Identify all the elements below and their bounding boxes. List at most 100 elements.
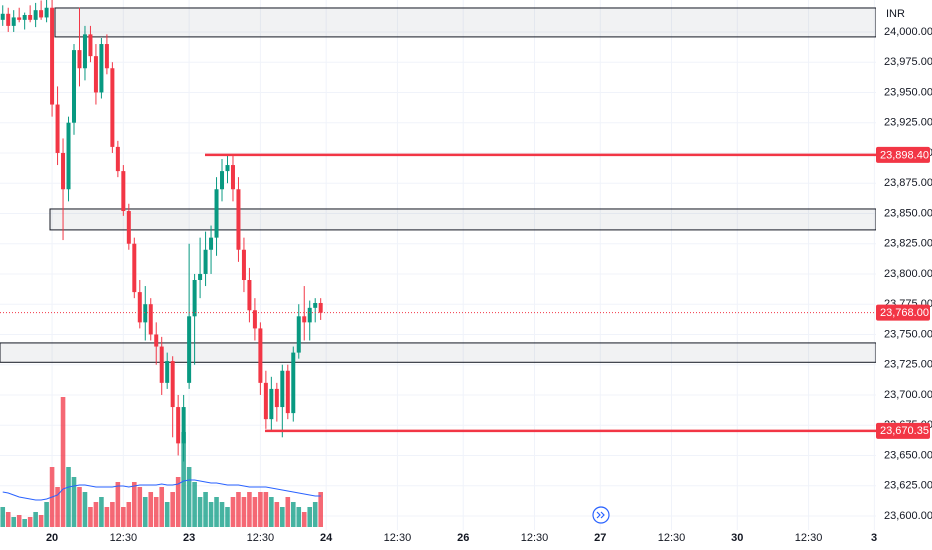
price-badge [876, 304, 930, 321]
button-icon[interactable] [596, 511, 605, 519]
y-tick-label: 23,700.00 [884, 389, 932, 401]
volume-bar [16, 515, 22, 527]
grid [0, 0, 876, 530]
y-tick-label: 23,825.00 [884, 238, 932, 250]
candle-body [72, 50, 77, 123]
price-badge [876, 146, 930, 163]
candle-body [247, 280, 252, 311]
candle-body [159, 346, 164, 383]
volume-bar [121, 507, 126, 527]
price-badge [876, 422, 930, 439]
volume-bar [22, 519, 27, 527]
candle-body [154, 334, 159, 347]
volume-bar [153, 497, 159, 527]
y-tick-label: 23,650.00 [884, 449, 932, 461]
candle-body [82, 34, 87, 69]
x-tick-label: 12:30 [521, 532, 549, 544]
candle-body [6, 13, 11, 26]
candle-body [28, 15, 33, 20]
volume-bar [197, 497, 203, 527]
candle-body [55, 104, 60, 153]
volume-bar [71, 477, 77, 527]
x-tick-label: 3 [871, 532, 877, 544]
volume-bar [181, 432, 186, 527]
volume-bar [318, 492, 323, 527]
volume-bar [280, 507, 285, 527]
volume-bar [55, 487, 60, 527]
y-tick-label: 23,875.00 [884, 177, 932, 189]
candle-body [137, 292, 142, 323]
candle-body [126, 211, 131, 244]
volume-bar [247, 492, 252, 527]
candle-body [39, 10, 44, 18]
currency[interactable]: INR [886, 8, 905, 20]
zone [0, 342, 877, 363]
candle-body [198, 273, 203, 281]
y-tick-label: 23,850.00 [884, 207, 932, 219]
x-tick-label: 12:30 [247, 532, 275, 544]
volume-bar [186, 467, 192, 527]
x-tick-label: 12:30 [658, 532, 686, 544]
candle-body [61, 152, 66, 190]
x-tick-label: 27 [594, 532, 606, 544]
volume-bar [241, 497, 247, 527]
x-tick-label: 12:30 [384, 532, 412, 544]
volume-bar [214, 497, 219, 527]
volume-bar [0, 507, 6, 527]
y-tick-label: 23,750.00 [884, 328, 932, 340]
candle-body [252, 310, 257, 329]
x-tick-label: 30 [731, 532, 743, 544]
y-tick-label: 23,925.00 [884, 117, 932, 129]
candle-body [192, 280, 197, 317]
volume-bar [236, 492, 241, 527]
candle-body [50, 7, 55, 105]
candle-body [230, 165, 235, 190]
price-badge-label: 23,670.35 [880, 425, 929, 437]
candle-body [236, 189, 241, 250]
candle-body [187, 316, 192, 383]
candle-body [44, 7, 49, 18]
volume-bar [148, 492, 154, 527]
volume-bar [164, 502, 170, 527]
y-tick-label: 23,725.00 [884, 359, 932, 371]
candles [0, 0, 323, 462]
candle-body [77, 50, 82, 69]
volume-bar [225, 507, 230, 527]
volume-bar [38, 515, 44, 527]
candle-body [285, 370, 290, 414]
volume-bar [77, 487, 82, 527]
candle-body [274, 388, 279, 408]
volume-bar [175, 477, 181, 527]
scroll-to-realtime[interactable] [592, 506, 610, 524]
volume-bar [82, 492, 88, 527]
volume-bar [159, 487, 165, 527]
volume-bar [88, 507, 93, 527]
zone [49, 208, 877, 231]
volume-bar [110, 502, 115, 527]
x-tick-label: 23 [183, 532, 195, 544]
volume-bar [66, 467, 71, 527]
button-circle[interactable] [592, 506, 610, 524]
volume-bar [285, 497, 291, 527]
axis-labels: 23,600.0023,625.0023,650.0023,675.0023,7… [46, 26, 932, 544]
candle-body [318, 302, 323, 313]
volume-bar [27, 517, 33, 527]
candle-body [115, 146, 120, 172]
volume-bar [269, 497, 274, 527]
volume-bar [307, 507, 313, 527]
candle-body [263, 382, 268, 420]
candle-body [93, 56, 98, 93]
x-tick-label: 24 [320, 532, 333, 544]
volume-bar [274, 502, 280, 527]
price-badge-label: 23,898.40 [880, 149, 929, 161]
volume-bar [296, 507, 302, 527]
currency-box[interactable] [876, 1, 930, 27]
candle-body [296, 316, 301, 353]
volume-bar [219, 502, 225, 527]
candle-body [148, 304, 153, 335]
candle-body [307, 307, 312, 323]
volume-bar [230, 497, 236, 527]
volume-bar [312, 502, 318, 527]
